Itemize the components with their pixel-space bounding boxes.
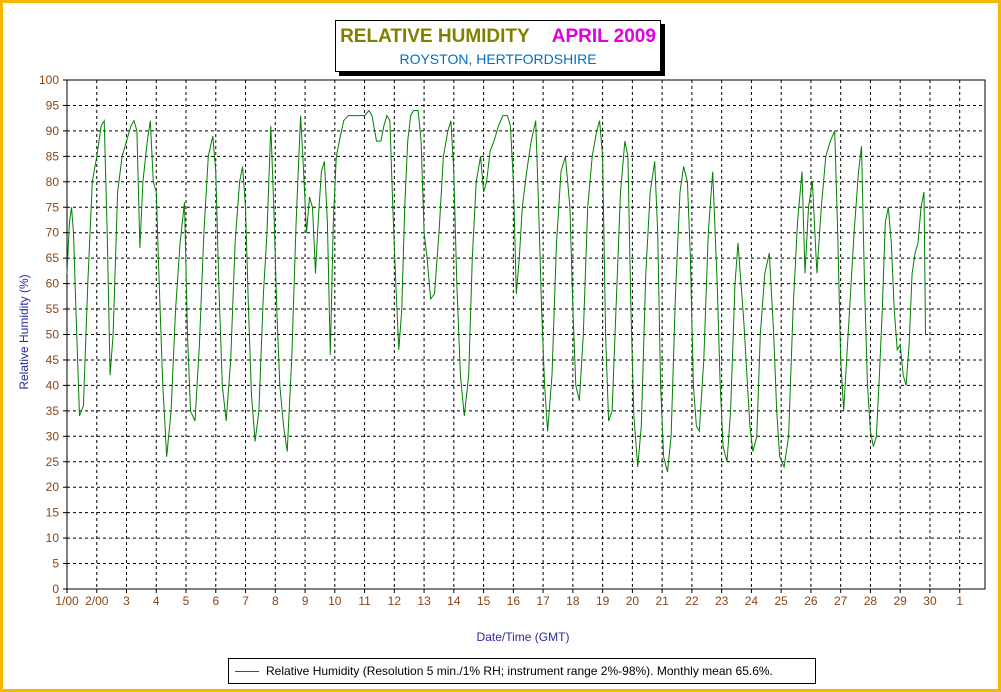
x-tick-label: 20	[626, 594, 640, 608]
x-tick-label: 9	[302, 594, 309, 608]
y-tick-label: 100	[39, 73, 59, 87]
title-box: RELATIVE HUMIDITY APRIL 2009 ROYSTON, HER…	[335, 20, 661, 72]
x-tick-label: 12	[388, 594, 402, 608]
x-tick-label: 21	[655, 594, 669, 608]
y-tick-label: 70	[46, 226, 60, 240]
series-line-0	[66, 109, 926, 473]
y-tick-label: 45	[46, 353, 60, 367]
y-tick-label: 75	[46, 200, 60, 214]
x-tick-label: 7	[242, 594, 249, 608]
series-group	[66, 109, 926, 473]
x-tick-label: 6	[212, 594, 219, 608]
x-tick-label: 2/00	[85, 594, 109, 608]
x-tick-label: 24	[745, 594, 759, 608]
x-tick-label: 30	[923, 594, 937, 608]
chart-subtitle: ROYSTON, HERTFORDSHIRE	[399, 51, 597, 67]
x-tick-label: 26	[804, 594, 818, 608]
grid	[67, 80, 985, 589]
y-tick-label: 80	[46, 175, 60, 189]
x-tick-label: 19	[596, 594, 610, 608]
y-tick-label: 20	[46, 480, 60, 494]
x-tick-label: 15	[477, 594, 491, 608]
y-tick-label: 10	[46, 531, 60, 545]
legend: Relative Humidity (Resolution 5 min./1% …	[228, 658, 816, 684]
x-tick-label: 23	[715, 594, 729, 608]
y-tick-label: 65	[46, 251, 60, 265]
x-tick-label: 4	[153, 594, 160, 608]
legend-swatch	[235, 670, 259, 672]
y-axis-ticks: 0 5 10 15 20 25 30 35 40 45 50 55 60 65 70 75 80 85 90 95 10…	[39, 73, 67, 596]
x-tick-label: 29	[894, 594, 908, 608]
y-tick-label: 50	[46, 328, 60, 342]
title-line: RELATIVE HUMIDITY APRIL 2009	[336, 25, 660, 49]
y-tick-label: 85	[46, 149, 60, 163]
x-axis-ticks: 1/00 2/00 3 4 5 6 7 8 9 10 11 12 13 14 15 16 17 18 19 20 21 2…	[55, 589, 963, 608]
x-tick-label: 17	[536, 594, 550, 608]
chart-title-period: APRIL 2009	[551, 26, 656, 47]
y-tick-label: 30	[46, 429, 60, 443]
x-tick-label: 22	[685, 594, 699, 608]
x-axis-label: Date/Time (GMT)	[476, 630, 570, 644]
x-tick-label: 14	[447, 594, 461, 608]
y-tick-label: 5	[52, 557, 59, 571]
x-tick-label: 27	[834, 594, 848, 608]
x-tick-label: 11	[358, 594, 371, 608]
chart-title: RELATIVE HUMIDITY	[340, 26, 530, 47]
x-tick-label: 25	[774, 594, 788, 608]
legend-label: Relative Humidity (Resolution 5 min./1% …	[266, 664, 773, 678]
x-tick-label: 8	[272, 594, 279, 608]
x-tick-label: 13	[417, 594, 431, 608]
y-tick-label: 90	[46, 124, 60, 138]
x-tick-label: 1/00	[55, 594, 79, 608]
x-tick-label: 1	[956, 594, 963, 608]
y-tick-label: 0	[52, 582, 59, 596]
y-tick-label: 40	[46, 378, 60, 392]
y-tick-label: 25	[46, 455, 60, 469]
x-tick-label: 10	[328, 594, 342, 608]
x-tick-label: 16	[507, 594, 521, 608]
x-tick-label: 5	[183, 594, 190, 608]
y-tick-label: 95	[46, 98, 60, 112]
y-tick-label: 35	[46, 404, 60, 418]
y-tick-label: 55	[46, 302, 60, 316]
y-tick-label: 60	[46, 277, 60, 291]
x-tick-label: 28	[864, 594, 878, 608]
y-axis-label: Relative Humidity (%)	[17, 274, 31, 390]
x-tick-label: 18	[566, 594, 580, 608]
x-tick-label: 3	[123, 594, 130, 608]
y-tick-label: 15	[46, 506, 60, 520]
